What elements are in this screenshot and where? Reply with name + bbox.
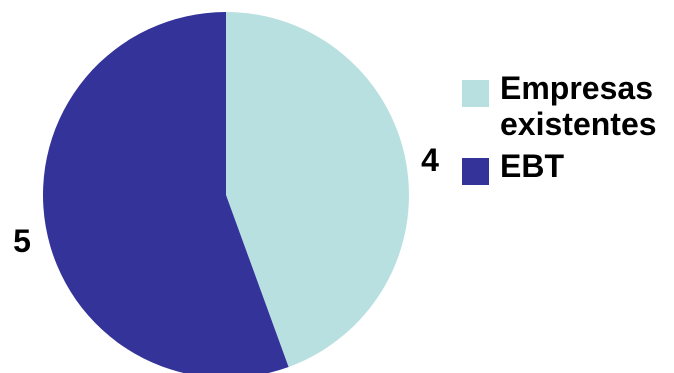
legend-swatch-empresas-existentes [462,80,489,107]
pie-slice-empresas-existentes [226,12,409,367]
data-label-empresas-existentes: 4 [421,142,439,178]
data-label-ebt: 5 [13,223,31,259]
legend-item-empresas-existentes: Empresas existentes [462,70,674,142]
legend-label-empresas-existentes: Empresas existentes [500,70,657,142]
legend-item-ebt: EBT [462,148,674,185]
legend-label-ebt: EBT [500,148,564,184]
pie-slice-ebt [43,12,289,373]
legend-swatch-ebt [462,158,489,185]
legend: Empresas existentes EBT [462,70,674,190]
pie-slices [43,12,409,373]
